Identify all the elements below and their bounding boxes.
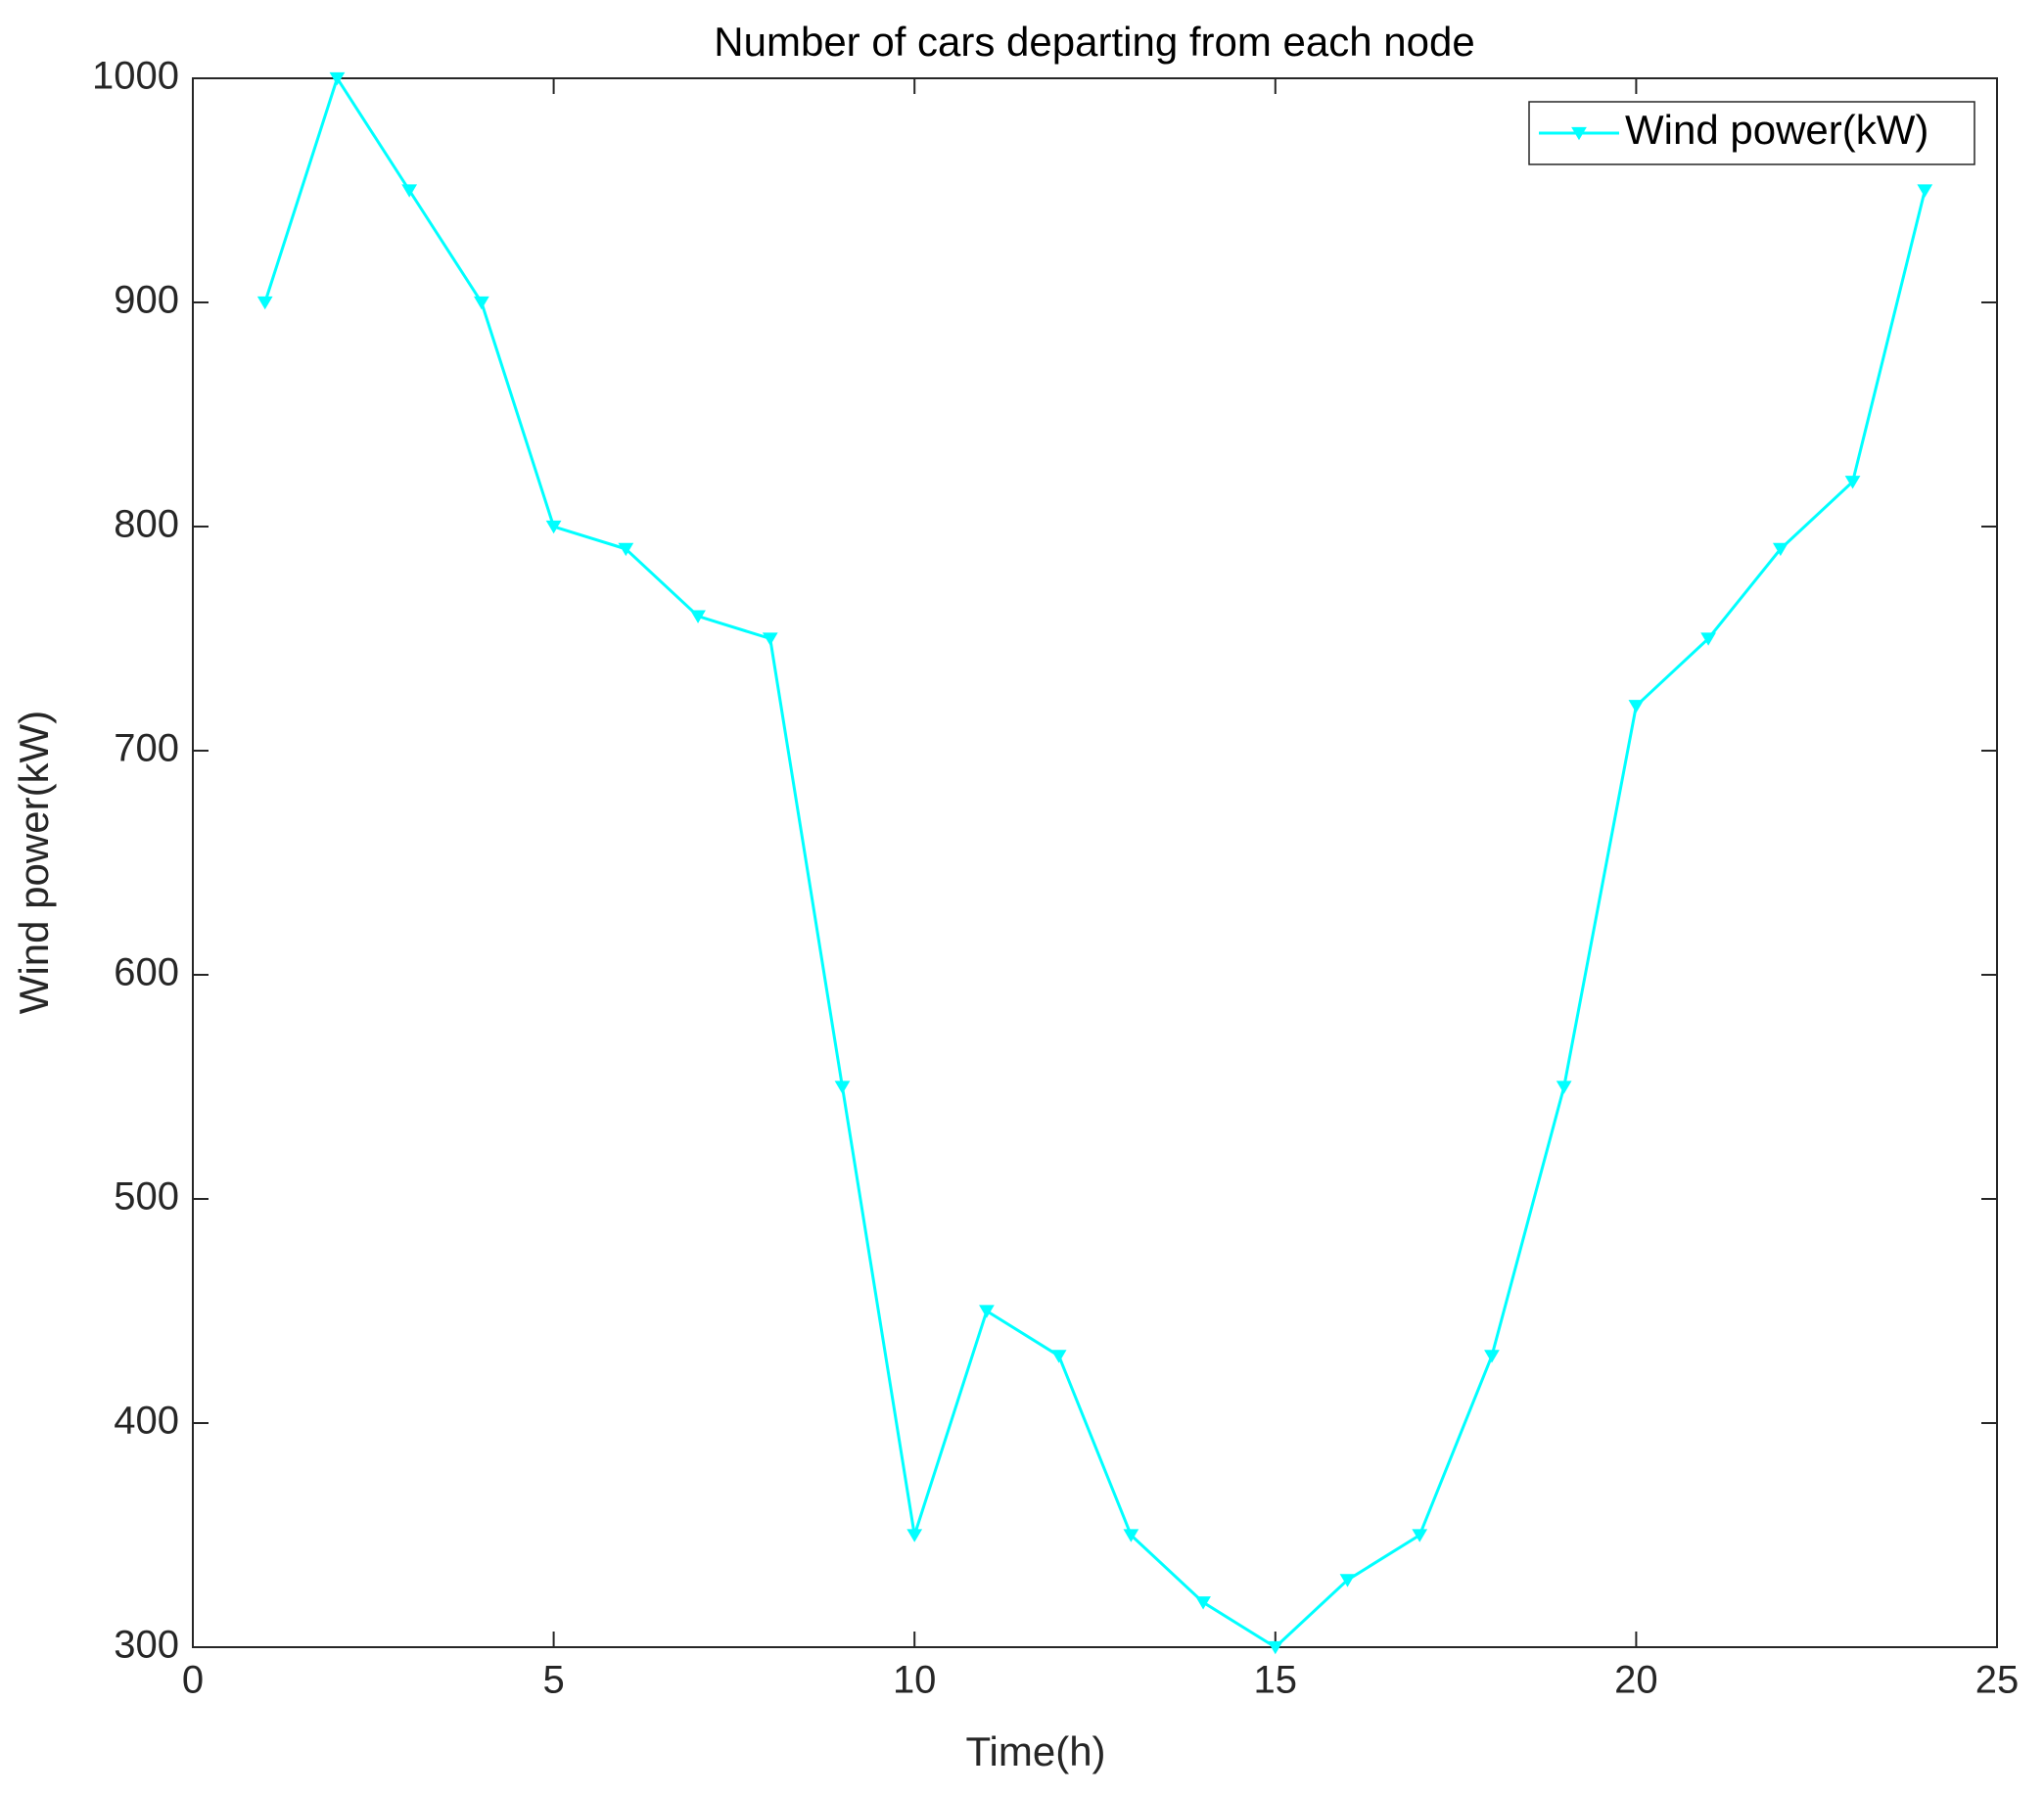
x-tick-label: 5 [542,1659,564,1702]
marker [1556,1081,1572,1094]
marker [474,296,489,310]
y-tick-label: 700 [114,727,179,770]
marker [256,296,273,310]
y-axis-label: Wind power(kW) [11,711,57,1014]
legend-label: Wind power(kW) [1625,107,1928,153]
marker [1484,1350,1500,1363]
marker [1050,1350,1067,1363]
x-tick-label: 20 [1614,1659,1658,1702]
marker [762,632,778,646]
x-tick-label: 15 [1254,1659,1298,1702]
series-line [263,74,1927,1649]
marker [1844,476,1861,489]
marker [979,1305,995,1318]
marker [1917,184,1933,198]
y-tick-label: 500 [114,1175,179,1219]
marker [1628,700,1645,713]
y-tick-label: 900 [114,279,179,322]
legend-marker [1571,126,1587,141]
y-tick-label: 300 [114,1624,179,1667]
marker [690,610,706,623]
x-tick-label: 10 [893,1659,937,1702]
marker [1412,1529,1428,1542]
chart-title: Number of cars departing from each node [714,19,1474,65]
y-tick-label: 400 [114,1400,179,1443]
x-axis-label: Time(h) [965,1728,1105,1774]
marker [1700,632,1716,646]
x-tick-label: 25 [1975,1659,2020,1702]
marker [1195,1596,1211,1610]
marker [1339,1574,1356,1587]
marker [1123,1529,1139,1542]
y-tick-label: 1000 [92,55,179,98]
x-tick-label: 0 [182,1659,204,1702]
y-tick-label: 800 [114,503,179,546]
marker [401,184,418,198]
y-tick-label: 600 [114,951,179,994]
marker [1267,1640,1283,1655]
marker [906,1529,923,1542]
marker [329,71,346,86]
axes-box [192,77,1998,1648]
marker [545,520,562,534]
marker [1772,542,1788,557]
marker [618,542,634,557]
marker [834,1081,851,1094]
